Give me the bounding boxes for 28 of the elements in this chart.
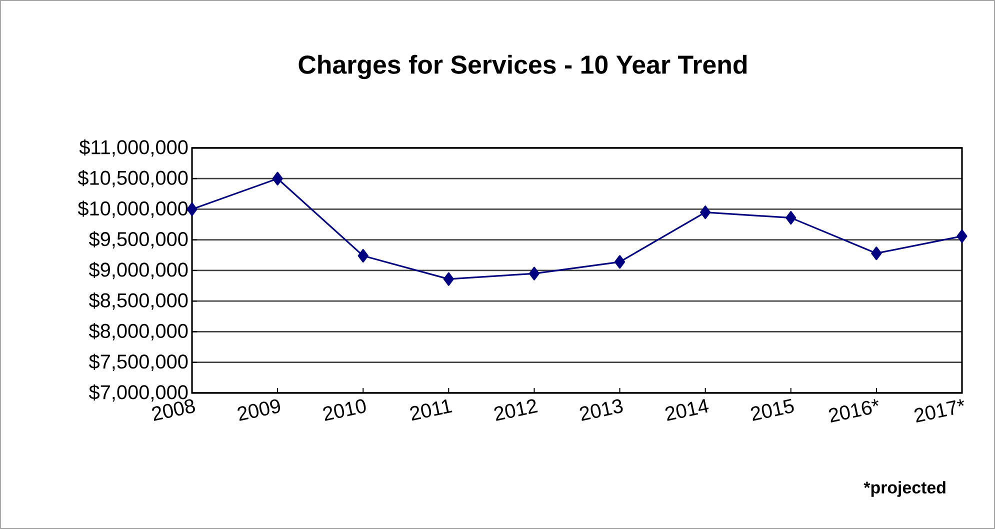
y-tick-label: $11,000,000 — [79, 139, 188, 157]
point — [443, 272, 454, 286]
x-tick-label: 2014 — [665, 399, 709, 421]
chart-title: Charges for Services - 10 Year Trend — [298, 54, 747, 80]
x-tick-label: 2015 — [750, 398, 794, 421]
y-tick-label: $8,000,000 — [88, 323, 188, 340]
text: *projected — [864, 481, 946, 497]
x-tick-label: 2017* — [914, 399, 964, 423]
x-tick-label: 2012 — [494, 399, 538, 421]
y-tick-label: $10,000,000 — [78, 200, 188, 218]
point — [871, 246, 882, 260]
x-tick-label: 2009 — [238, 399, 280, 421]
y-tick-label: $10,500,000 — [78, 170, 188, 188]
x-tick-label: 2013 — [580, 399, 623, 421]
y-tick-label: $9,000,000 — [88, 262, 188, 280]
point — [528, 266, 540, 280]
y-tick-label: $9,500,000 — [88, 231, 188, 249]
point — [358, 248, 368, 263]
y-tick-label: $8,500,000 — [88, 292, 188, 310]
y-tick-label: $7,500,000 — [88, 354, 188, 372]
point — [700, 206, 711, 220]
point — [272, 172, 283, 186]
point — [956, 229, 968, 243]
x-tick-label: 2011 — [410, 399, 452, 421]
point — [614, 255, 626, 269]
point — [786, 211, 796, 225]
x-tick-label: 2016* — [828, 399, 878, 423]
x-tick-label: 2010 — [323, 399, 366, 421]
